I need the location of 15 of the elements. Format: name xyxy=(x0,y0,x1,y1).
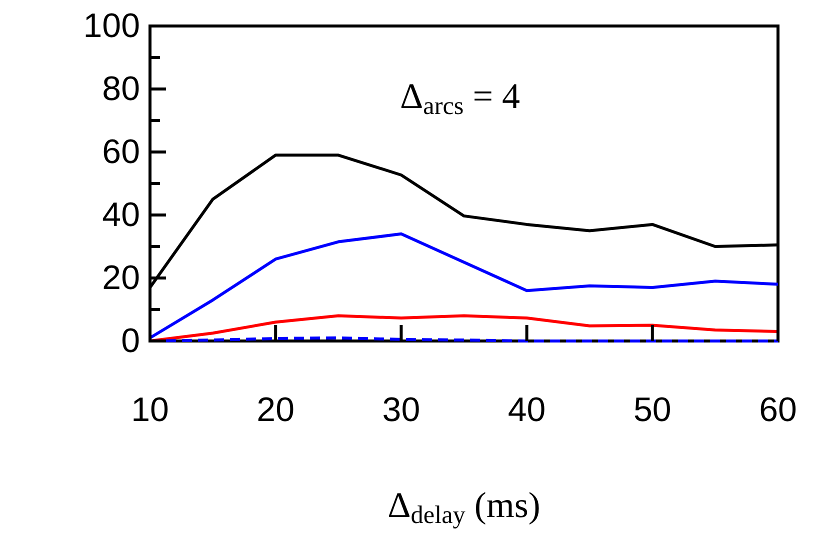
line-series xyxy=(148,232,780,340)
annotation: Δ$_{arcs}$ = 4 xyxy=(400,76,520,120)
y-tick-label: 80 xyxy=(102,70,140,108)
x-tick-label: 60 xyxy=(759,391,797,429)
x-tick-label: 30 xyxy=(382,391,420,429)
x-tick-label: 20 xyxy=(256,391,295,429)
x-tick-label: 10 xyxy=(131,391,169,429)
x-tick-label: 50 xyxy=(633,391,672,429)
y-tick-label: 40 xyxy=(102,196,140,234)
x-tick-label: 40 xyxy=(508,391,546,429)
y-tick-label: 100 xyxy=(83,7,140,45)
y-tick-label: 60 xyxy=(102,133,140,171)
x-axis-title: Δ$_{delay}$ (ms) xyxy=(388,485,540,530)
y-tick-label: 20 xyxy=(102,259,140,297)
y-tick-label: 0 xyxy=(121,322,140,360)
